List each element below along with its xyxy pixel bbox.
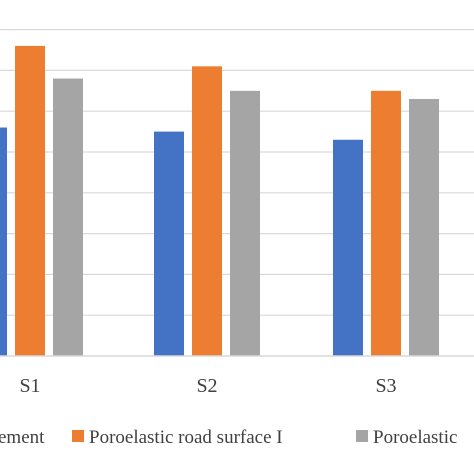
bar-S2-series-1	[192, 66, 222, 356]
bar-S3-series-1	[371, 90, 401, 357]
bar-S3-series-0	[333, 139, 363, 356]
legend-label: ement	[0, 427, 45, 448]
legend-swatch	[72, 430, 84, 442]
x-tick-label: S3	[375, 375, 396, 397]
bar-S1-series-0	[0, 127, 7, 357]
legend-swatch	[356, 430, 368, 442]
bars	[0, 45, 439, 357]
bar-S3-series-2	[409, 98, 439, 357]
legend: ement Poroelastic road surface I Poroelast…	[0, 427, 457, 448]
bar-S1-series-1	[15, 45, 45, 357]
bar-S2-series-0	[154, 131, 184, 356]
bar-S1-series-2	[53, 78, 83, 356]
x-tick-labels: S1 S2 S3	[19, 375, 396, 397]
x-tick-label: S2	[196, 375, 217, 397]
bar-S2-series-2	[230, 90, 260, 357]
x-tick-label: S1	[19, 375, 40, 397]
legend-label: Poroelastic	[373, 427, 457, 448]
legend-label: Poroelastic road surface I	[89, 427, 283, 448]
